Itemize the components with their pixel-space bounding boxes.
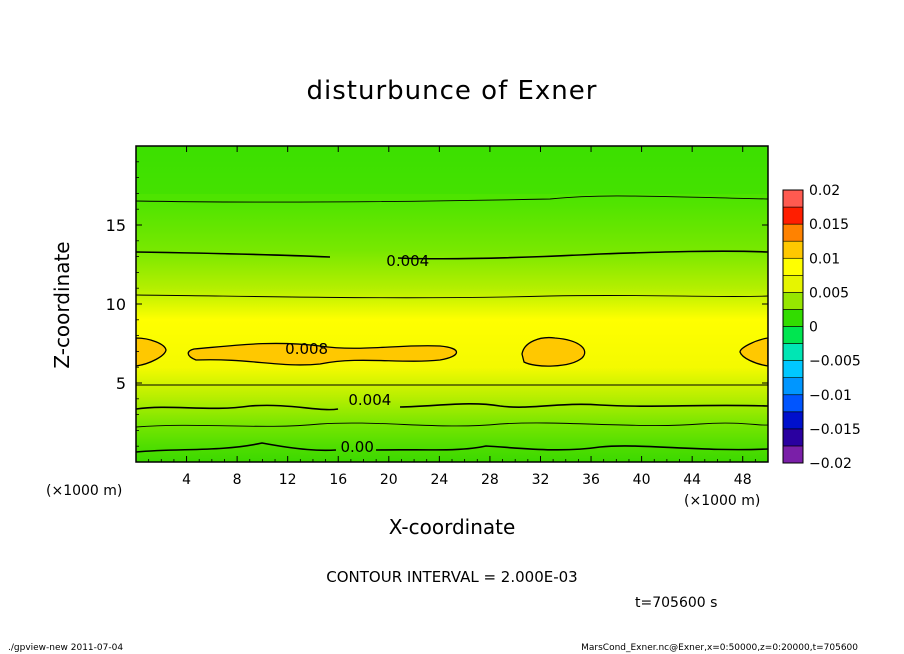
x-tick-label: 24 <box>430 472 448 488</box>
contour-label: 0.004 <box>386 252 429 270</box>
colorbar-swatch <box>782 343 804 361</box>
y-axis-label: Z-coordinate <box>50 241 74 369</box>
contour-label: 0.004 <box>348 391 391 409</box>
colorbar-tick-label: 0.015 <box>809 217 849 233</box>
colorbar-swatch <box>782 257 804 276</box>
high-region-4 <box>739 337 768 367</box>
chart-title: disturbunce of Exner <box>306 76 598 106</box>
contour-line <box>136 294 768 299</box>
contour-labels: 0.004 0.008 0.004 0.00 <box>285 252 429 456</box>
contour-line <box>136 422 768 428</box>
x-tick-label: 36 <box>582 472 600 488</box>
colorbar-swatch <box>782 275 804 293</box>
contour-label: 0.008 <box>285 340 328 358</box>
plot-area: 0.004 0.008 0.004 0.00 <box>136 146 768 462</box>
colorbar-swatch <box>782 377 804 396</box>
colorbar-tick-label: 0 <box>809 320 818 336</box>
x-tick-label: 32 <box>532 472 550 488</box>
colorbar: 0.02 0.015 0.01 0.005 0 −0.005 −0.01 −0.015 −0.0… <box>782 183 861 472</box>
colorbar-tick-label: −0.015 <box>809 422 861 438</box>
x-axis-label: X-coordinate <box>388 515 516 539</box>
x-tick-label: 28 <box>481 472 499 488</box>
x-axis-unit: (×1000 m) <box>684 493 761 509</box>
x-tick-label: 40 <box>633 472 651 488</box>
colorbar-swatch <box>782 309 804 327</box>
contour-interval-text: CONTOUR INTERVAL = 2.000E-03 <box>326 568 578 586</box>
colorbar-tick-label: 0.005 <box>809 285 849 301</box>
x-tick-label: 48 <box>734 472 752 488</box>
x-tick-label: 8 <box>233 472 242 488</box>
field-fill <box>136 146 768 462</box>
colorbar-swatch <box>782 223 804 242</box>
colorbar-frame <box>782 189 804 464</box>
colorbar-tick-label: −0.005 <box>809 354 861 370</box>
x-tick-label: 4 <box>182 472 191 488</box>
x-tick-label: 20 <box>380 472 398 488</box>
y-axis: 5 10 15 <box>106 161 768 447</box>
x-tick-label: 16 <box>329 472 347 488</box>
field-band-top <box>136 146 768 194</box>
colorbar-tick-label: 0.02 <box>809 183 840 199</box>
contour-label: 0.00 <box>340 438 373 456</box>
contour-line <box>136 403 768 411</box>
y-tick-label: 10 <box>106 295 126 314</box>
y-tick-label: 5 <box>116 374 126 393</box>
x-axis: 4 8 12 16 20 24 28 32 36 40 44 48 <box>148 146 756 488</box>
colorbar-swatch <box>782 411 804 430</box>
y-tick-label: 15 <box>106 216 126 235</box>
contour-line <box>136 195 768 203</box>
colorbar-tick-label: −0.01 <box>809 388 852 404</box>
contour-line <box>136 442 768 453</box>
x-tick-label: 44 <box>683 472 701 488</box>
colorbar-swatch <box>782 445 804 464</box>
colorbar-swatch <box>782 240 804 259</box>
high-region-2 <box>187 342 458 366</box>
footer-left: ./gpview-new 2011-07-04 <box>8 643 124 653</box>
y-axis-unit: (×1000 m) <box>46 483 123 499</box>
contour-line <box>136 250 768 260</box>
time-text: t=705600 s <box>635 595 718 611</box>
colorbar-swatch <box>782 189 804 208</box>
colorbar-tick-label: −0.02 <box>809 456 852 472</box>
high-region-1 <box>136 337 167 367</box>
colorbar-swatch <box>782 360 804 378</box>
high-region-3 <box>521 336 586 367</box>
x-tick-label: 12 <box>279 472 297 488</box>
colorbar-swatch <box>782 206 804 225</box>
colorbar-swatch <box>782 428 804 447</box>
colorbar-swatch <box>782 292 804 310</box>
footer-right: MarsCond_Exner.nc@Exner,x=0:50000,z=0:20… <box>581 643 858 653</box>
colorbar-tick-label: 0.01 <box>809 251 840 267</box>
colorbar-swatch <box>782 326 804 344</box>
colorbar-swatch <box>782 394 804 413</box>
